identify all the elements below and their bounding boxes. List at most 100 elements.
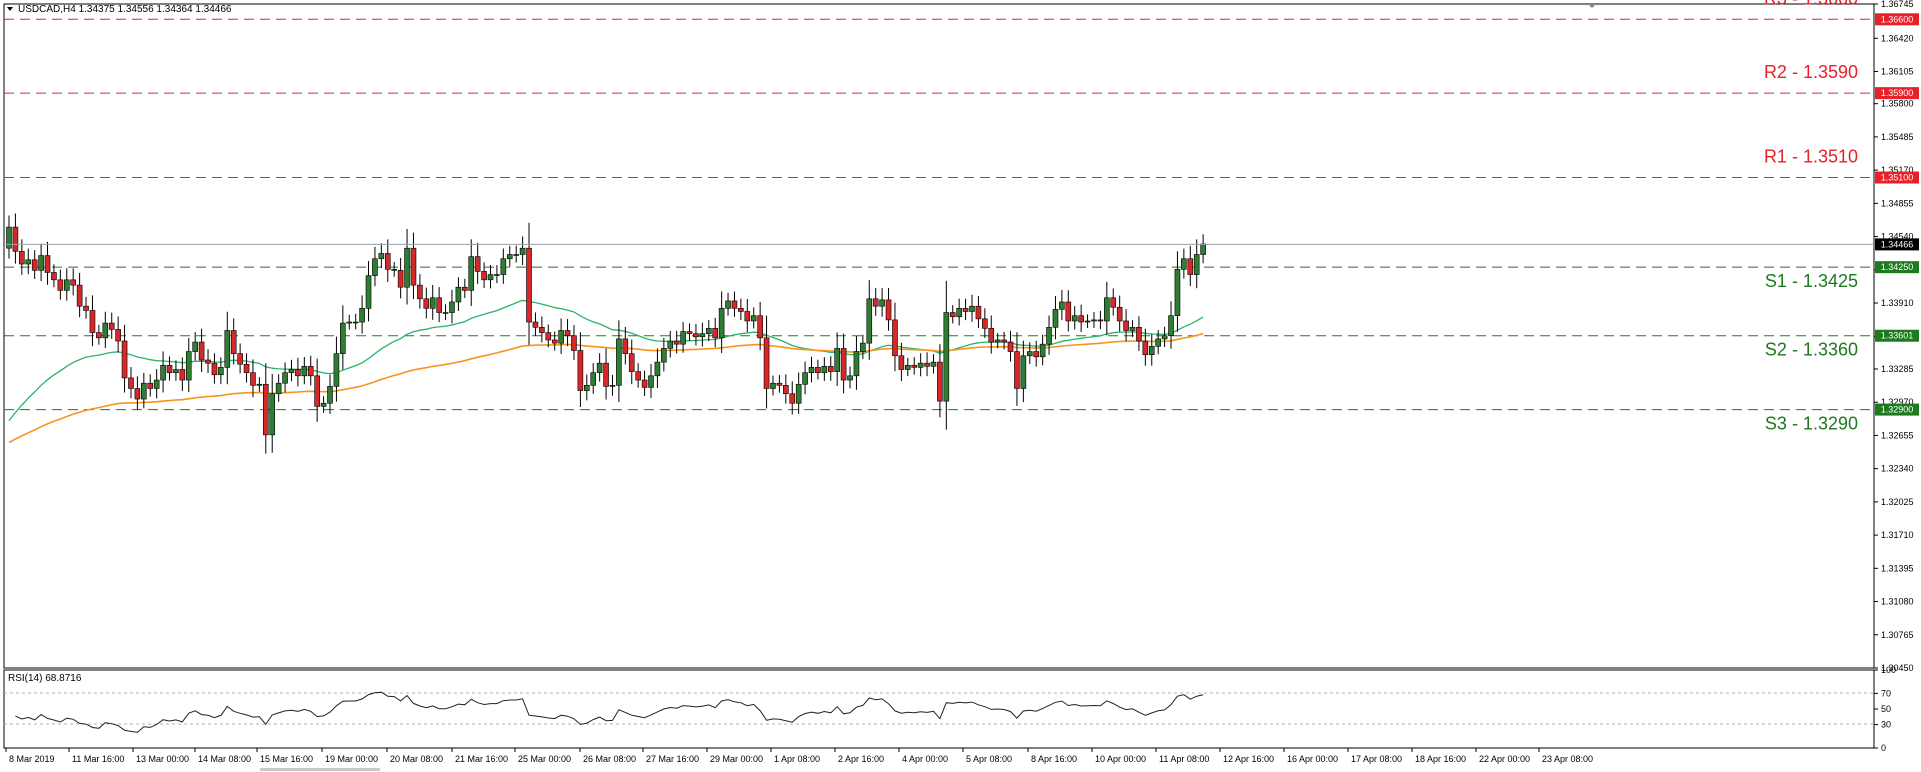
- candle-body-up: [943, 312, 950, 402]
- candle-body-down: [83, 305, 89, 311]
- candle-body-up: [1129, 326, 1136, 331]
- candle-body-down: [673, 340, 680, 345]
- time-tick-label: 12 Apr 16:00: [1223, 754, 1274, 764]
- candle-body-up: [667, 340, 674, 349]
- candle-body-down: [262, 383, 269, 436]
- price-tags: 1.36600 1.35900 1.35100 1.34250 1.33601 1.329…: [1875, 13, 1919, 416]
- candle-body-up: [519, 247, 526, 255]
- candle-body-down: [1078, 315, 1084, 323]
- time-tick-label: 14 Mar 08:00: [198, 754, 251, 764]
- candle-body-up: [513, 254, 519, 256]
- candle-body-up: [1174, 268, 1181, 316]
- price-tick-label: 1.32970: [1881, 397, 1914, 407]
- candle-body-up: [725, 300, 731, 309]
- time-tick-label: 26 Mar 08:00: [583, 754, 636, 764]
- candle-body-up: [301, 366, 308, 377]
- candle-body-up: [38, 255, 44, 271]
- candle-body-down: [827, 366, 834, 372]
- candle-body-up: [218, 367, 224, 376]
- time-tick-label: 4 Apr 00:00: [902, 754, 948, 764]
- candle-body-down: [551, 339, 558, 344]
- horizontal-scrollbar[interactable]: [260, 768, 380, 771]
- candle-body-up: [1161, 335, 1168, 340]
- chart-menu-triangle-icon[interactable]: [7, 7, 13, 11]
- candle-body-up: [1052, 309, 1059, 328]
- rsi-title: RSI(14) 68.8716: [8, 673, 82, 684]
- candle-body-down: [603, 362, 609, 387]
- candle-body-down: [641, 379, 648, 388]
- candle-body-down: [147, 382, 154, 389]
- candle-body-down: [1116, 306, 1123, 322]
- candle-body-down: [250, 372, 256, 386]
- candle-body-up: [256, 383, 263, 386]
- candle-body-down: [949, 312, 956, 318]
- candle-body-down: [898, 355, 905, 370]
- candle-body-down: [205, 359, 211, 364]
- candle-body-up: [340, 322, 346, 354]
- candle-body-up: [288, 369, 295, 373]
- candle-body-up: [468, 256, 475, 291]
- level-tag-r2: [1875, 87, 1919, 100]
- candle-body-down: [635, 371, 641, 381]
- candle-body-down: [89, 310, 96, 333]
- price-tick-label: 1.35170: [1881, 165, 1914, 175]
- candle-body-down: [76, 284, 83, 307]
- candle-body-up: [917, 362, 924, 368]
- candle-body-down: [96, 332, 102, 339]
- candle-body-up: [718, 308, 725, 339]
- candle-body-down: [1007, 341, 1014, 352]
- level-tag-s1: [1875, 261, 1919, 274]
- candle-body-up: [365, 275, 372, 309]
- candle-body-down: [885, 299, 892, 321]
- candle-body-up: [25, 259, 32, 265]
- chart-shift-marker-icon[interactable]: [1587, 3, 1597, 8]
- candle-body-down: [924, 362, 930, 367]
- candle-body-up: [770, 382, 776, 389]
- candle-body-down: [128, 377, 134, 389]
- candle-body-down: [121, 340, 128, 379]
- candle-body-down: [198, 341, 205, 361]
- time-tick-label: 1 Apr 08:00: [774, 754, 820, 764]
- candle-body-down: [757, 315, 763, 339]
- candle-body-down: [166, 364, 173, 373]
- price-tick-label: 1.30450: [1881, 663, 1914, 673]
- candle-body-down: [577, 350, 584, 391]
- time-tick-label: 10 Apr 00:00: [1095, 754, 1146, 764]
- candle-body-up: [590, 372, 597, 386]
- candle-body-up: [680, 331, 686, 345]
- candle-body-down: [1136, 326, 1142, 342]
- price-tick-label: 1.32025: [1881, 497, 1914, 507]
- level-tag-s2: [1875, 329, 1919, 342]
- candle-body-up: [1039, 343, 1046, 358]
- candle-body-down: [776, 382, 783, 386]
- candle-body-down: [937, 361, 943, 402]
- candle-body-down: [975, 305, 982, 320]
- candle-body-up: [1091, 319, 1097, 322]
- time-tick-label: 21 Mar 16:00: [455, 754, 508, 764]
- time-tick-label: 2 Apr 16:00: [838, 754, 884, 764]
- candle-body-down: [108, 322, 115, 330]
- candle-body-up: [1193, 254, 1200, 275]
- level-label-s2: S2 - 1.3360: [1765, 340, 1858, 360]
- level-tag-label-r2: 1.35900: [1881, 88, 1914, 98]
- candle-body-up: [866, 298, 873, 344]
- candle-body-up: [153, 379, 160, 389]
- price-axis: 1.36745 1.36420 1.36105 1.35800 1.35485 1.351…: [1874, 0, 1914, 673]
- candle-body-down: [423, 298, 430, 309]
- candle-body-down: [686, 331, 693, 334]
- candle-body-down: [731, 300, 738, 309]
- candle-body-down: [1187, 258, 1194, 275]
- rsi-tick-label: 50: [1881, 704, 1891, 714]
- candle-body-up: [63, 279, 70, 291]
- candle-body-down: [314, 375, 320, 407]
- price-tick-label: 1.35485: [1881, 132, 1914, 142]
- time-tick-label: 11 Apr 08:00: [1159, 754, 1209, 764]
- level-label-s3: S3 - 1.3290: [1765, 414, 1858, 434]
- level-tag-label-s2: 1.33601: [1881, 331, 1914, 341]
- candle-body-up: [352, 321, 359, 324]
- candle-body-up: [956, 308, 962, 318]
- candle-body-down: [712, 328, 719, 339]
- candle-body-down: [1110, 297, 1117, 308]
- candle-body-up: [1155, 338, 1161, 347]
